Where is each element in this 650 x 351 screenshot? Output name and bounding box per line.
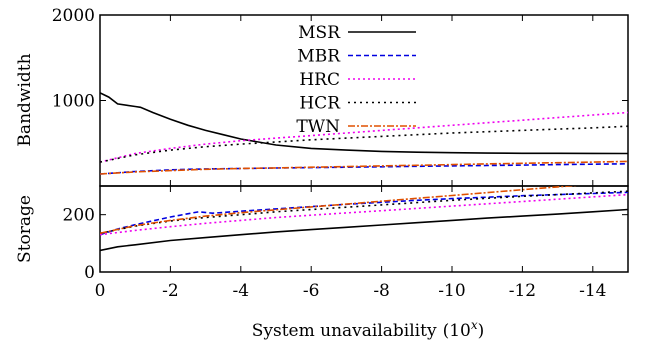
x-tick-label: -2 xyxy=(162,281,179,301)
series-line-twn-storage xyxy=(100,186,579,235)
legend-label-hrc: HRC xyxy=(299,70,340,90)
series-line-hrc-bandwidth xyxy=(100,111,628,163)
axis-ticks xyxy=(99,14,628,273)
tick-labels: 0 -2 -4 -6 -8 -10 -12 -14 1000 2000 0 200 xyxy=(52,6,607,301)
legend-label-hcr: HCR xyxy=(299,94,341,114)
storage-series-group xyxy=(100,186,628,252)
series-line-hcr-storage xyxy=(100,190,628,235)
x-tick-label: -10 xyxy=(438,281,465,301)
y-tick-label-bandwidth: 2000 xyxy=(52,6,95,26)
storage-plot-frame xyxy=(99,185,629,273)
series-line-msr-storage xyxy=(100,208,628,252)
legend-label-msr: MSR xyxy=(298,23,341,43)
y-tick-label-storage: 0 xyxy=(84,263,95,283)
legend-label-twn: TWN xyxy=(296,117,340,137)
bandwidth-series-group xyxy=(100,92,628,175)
series-line-msr-bandwidth xyxy=(100,92,628,155)
x-tick-label: 0 xyxy=(95,281,106,301)
x-tick-label: -8 xyxy=(373,281,390,301)
y-tick-label-bandwidth: 1000 xyxy=(52,92,95,112)
x-axis-unit-sup: x xyxy=(471,318,478,332)
x-tick-label: -14 xyxy=(579,281,606,301)
x-tick-label: -4 xyxy=(233,281,250,301)
x-axis-unit-open: (10 xyxy=(443,321,471,341)
bandwidth-axis-label: Bandwidth xyxy=(15,53,35,146)
series-line-twn-bandwidth xyxy=(100,160,628,175)
series-line-hcr-bandwidth xyxy=(100,125,628,163)
x-axis-label-text: System unavailability xyxy=(252,321,437,341)
legend: MSR MBR HRC HCR TWN xyxy=(296,23,416,137)
y-tick-label-storage: 200 xyxy=(63,206,95,226)
series-line-mbr-bandwidth xyxy=(100,163,628,175)
x-axis-unit-close: ) xyxy=(478,321,485,341)
series-line-hrc-storage xyxy=(100,193,628,236)
x-tick-label: -6 xyxy=(303,281,320,301)
legend-label-mbr: MBR xyxy=(297,47,341,67)
series-line-mbr-storage xyxy=(100,191,628,236)
x-tick-label: -12 xyxy=(509,281,536,301)
storage-axis-label: Storage xyxy=(15,195,35,263)
bandwidth-plot-frame xyxy=(99,14,629,187)
x-axis-label: System unavailability (10x) xyxy=(252,318,485,341)
